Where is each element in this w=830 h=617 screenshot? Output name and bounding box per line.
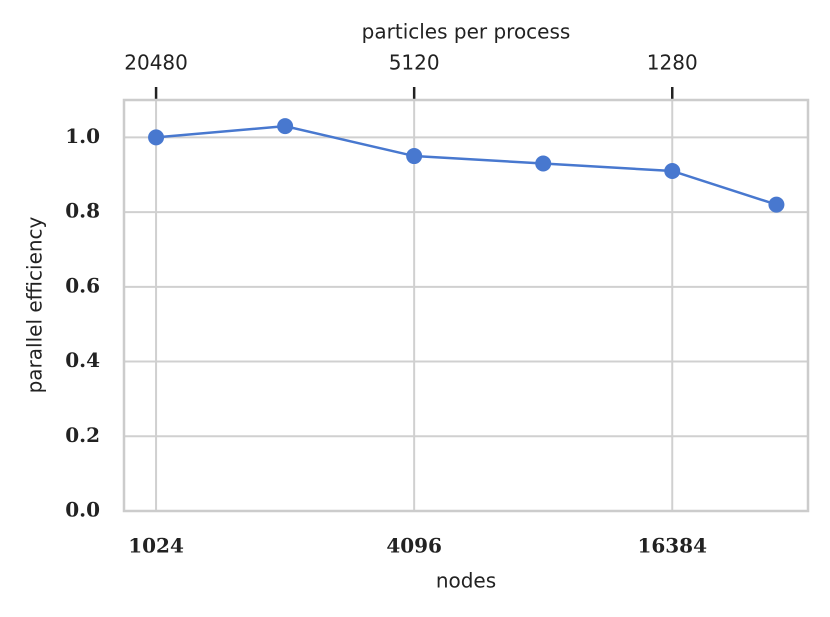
x-tick-label: 16384 <box>637 534 707 558</box>
x-axis-label: nodes <box>436 569 496 593</box>
x2-tick-label: 20480 <box>124 51 188 75</box>
x2-tick-label: 5120 <box>389 51 440 75</box>
y-axis-label: parallel efficiency <box>23 216 47 393</box>
line <box>155 124 777 206</box>
x-tick-label: 4096 <box>386 534 442 558</box>
y-tick-label: 0.8 <box>65 199 100 223</box>
y-tick-label: 0.4 <box>65 348 100 372</box>
point <box>406 148 423 165</box>
point <box>535 155 552 172</box>
point <box>768 196 785 213</box>
point <box>664 162 681 179</box>
x2-tick-label: 1280 <box>647 51 698 75</box>
y-tick-label: 1.0 <box>65 124 100 148</box>
point <box>277 118 294 135</box>
point <box>148 129 165 146</box>
y-tick-label: 0.2 <box>65 423 100 447</box>
plot-frame <box>122 98 810 513</box>
x-tick-label: 1024 <box>128 534 184 558</box>
y-tick-label: 0.6 <box>65 273 100 297</box>
y-tick-label: 0.0 <box>65 498 100 522</box>
x2-axis-label: particles per process <box>362 20 571 44</box>
